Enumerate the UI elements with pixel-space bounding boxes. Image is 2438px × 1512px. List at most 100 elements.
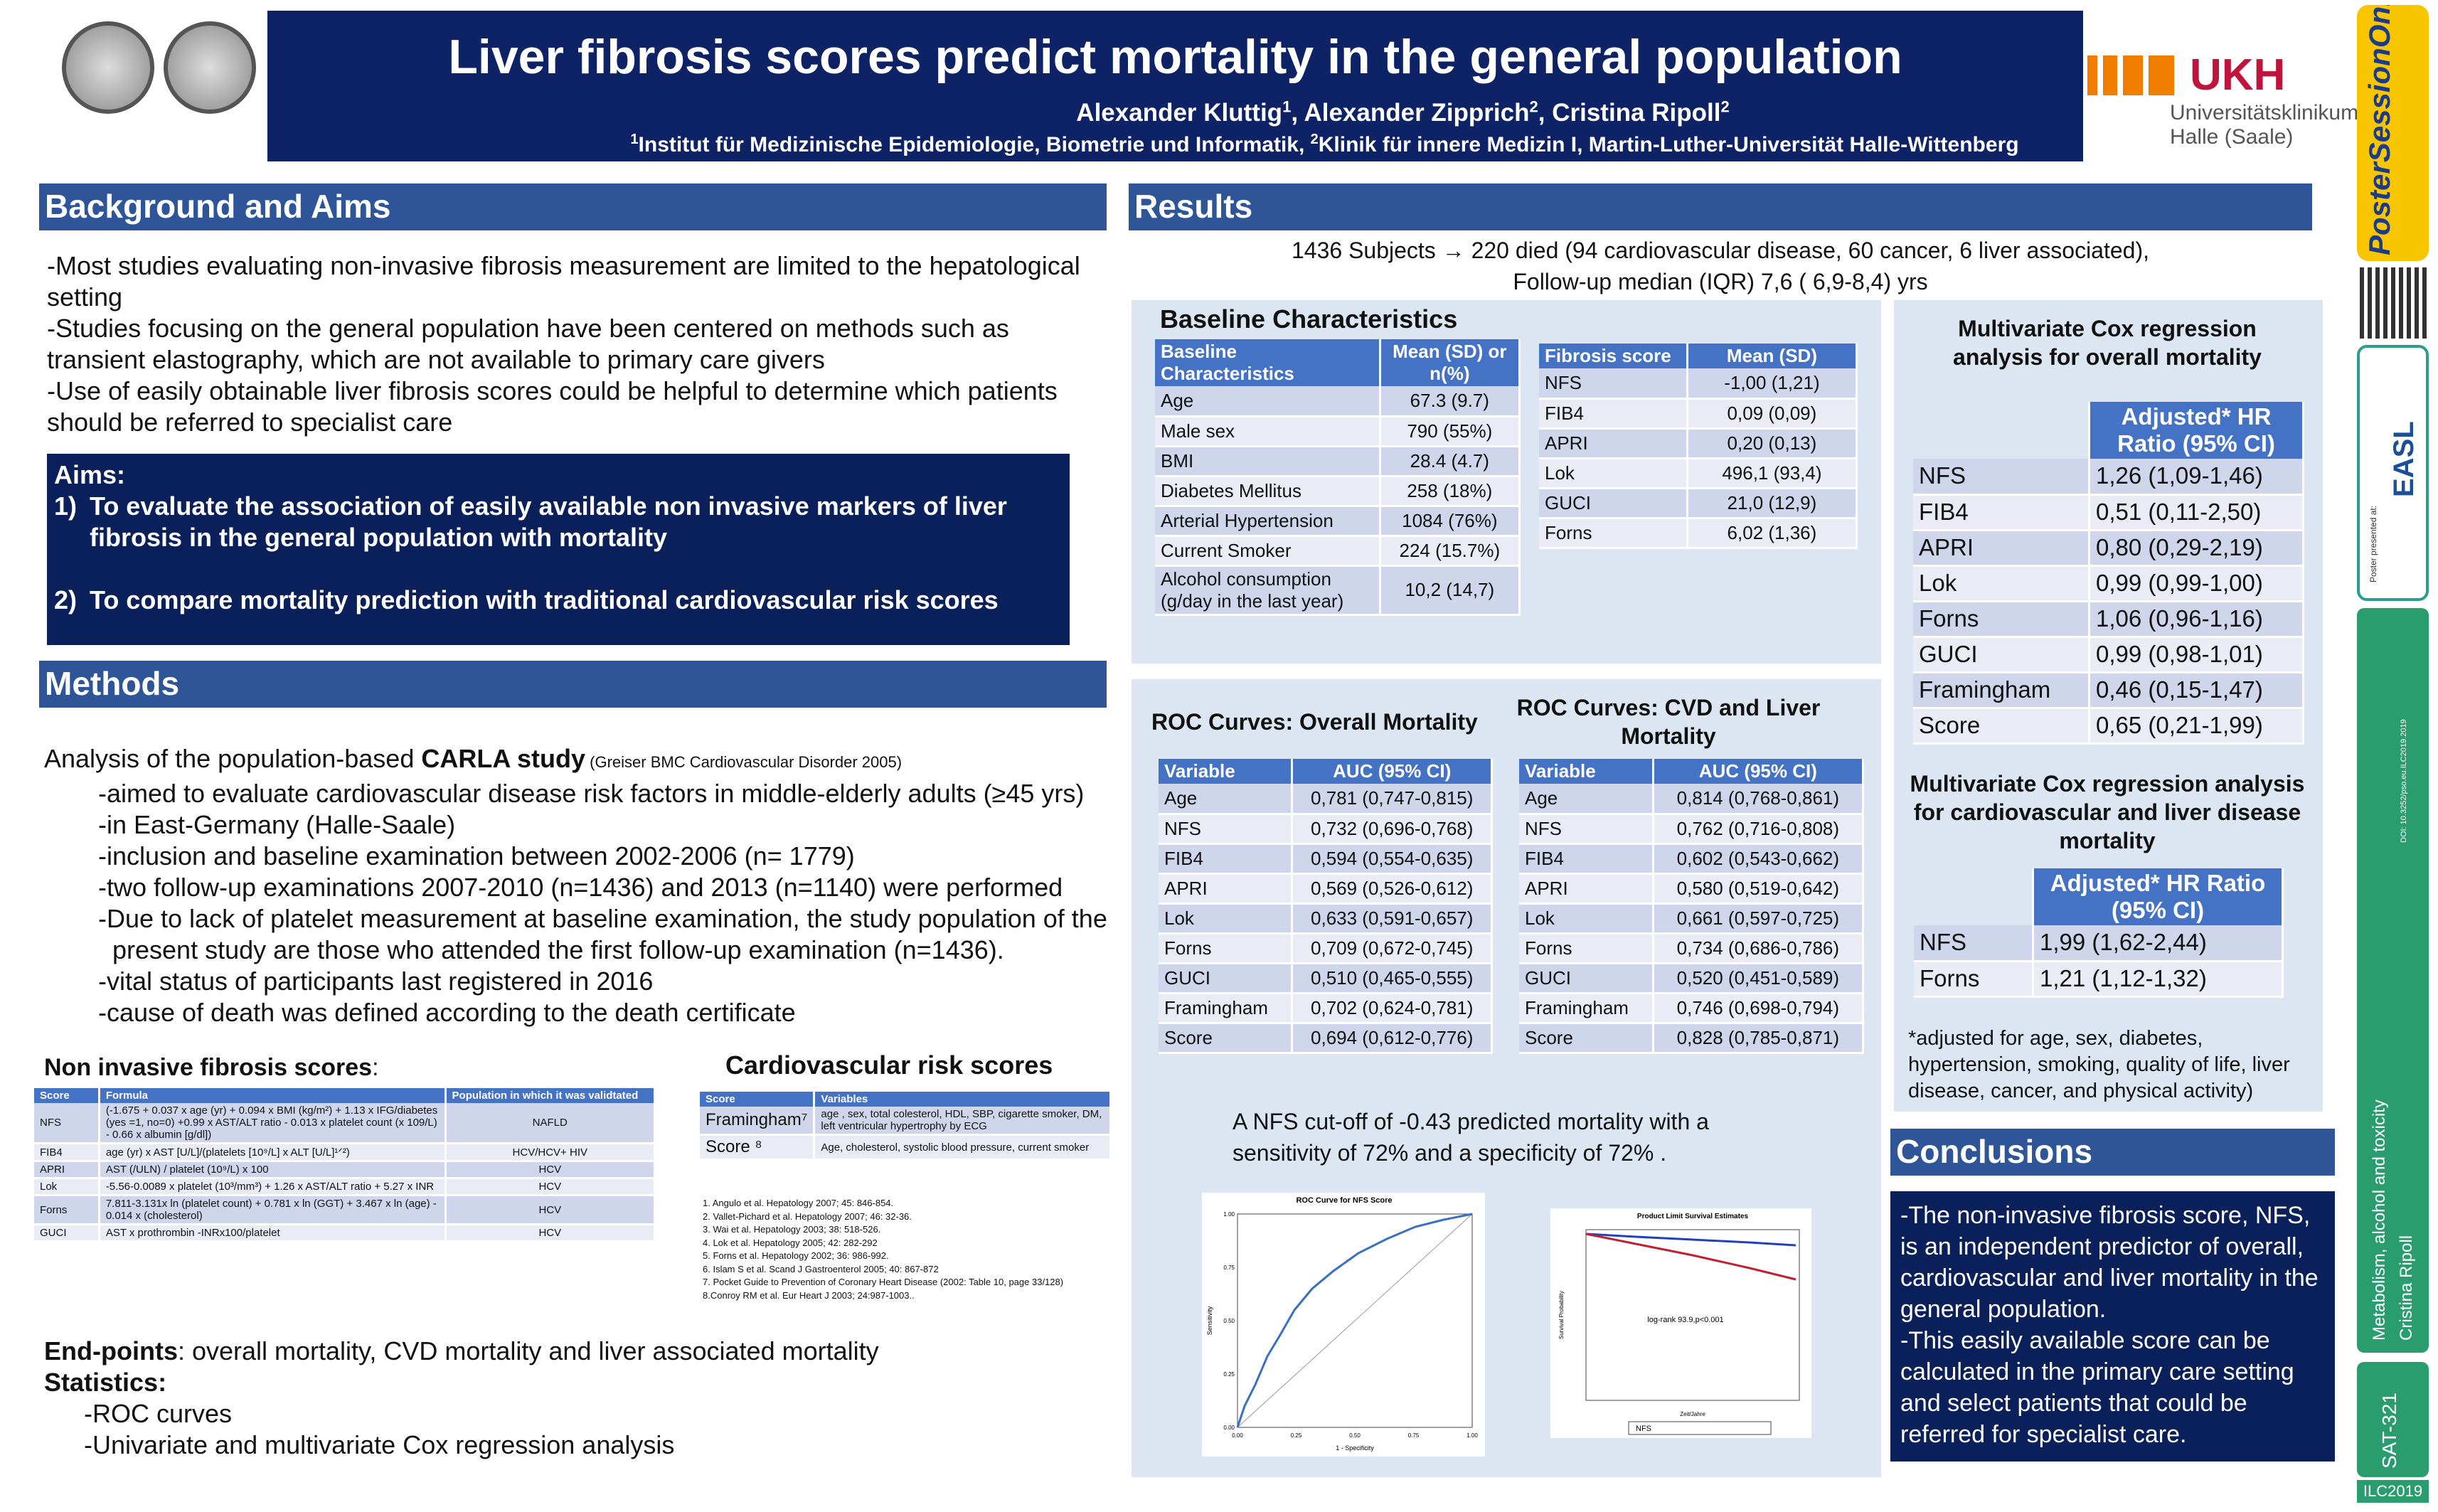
cell: Lok [1913,565,2090,602]
cell: 0,65 (0,21-1,99) [2089,708,2304,745]
intro: Analysis of the population-based [44,744,422,773]
cell: 0,80 (0,29-2,19) [2089,530,2304,567]
list-item: -aimed to evaluate cardiovascular diseas… [98,779,1085,808]
cell: APRI [1913,530,2090,567]
cell: FIB4 [34,1143,100,1162]
title: Non invasive fibrosis scores [44,1054,373,1081]
cell: APRI [1159,873,1294,905]
cell: Age [1155,386,1381,417]
cell: BMI [1155,446,1381,477]
header-cell: Mean (SD) [1687,344,1858,368]
x-tick-label: 0.00 [1232,1432,1243,1439]
brand: Poster [2363,162,2396,255]
cell: Score [1159,1023,1294,1054]
cell: 0,694 (0,612-0,776) [1292,1023,1493,1054]
header-cell: Mean (SD) or n(%) [1380,339,1521,386]
aim-text: To evaluate the association of easily av… [90,491,1007,552]
doi: DOI: 10.3252/pso.eu.ILC2019.2019 [2400,719,2408,843]
y-tick-label: 1.00 [1223,1211,1235,1218]
seal-right [164,21,256,114]
cell: Framingham⁷ [700,1107,816,1136]
legend: NFS [1636,1425,1651,1433]
header-cell: AUC (95% CI) [1653,759,1865,784]
y-label: Survival Probability [1558,1291,1565,1339]
list-item: -Due to lack of platelet measurement at … [98,904,1107,964]
cell: Lok [1159,903,1294,935]
cell: HCV/HCV+ HIV [445,1143,656,1162]
row: GUCI 0,510 (0,465-0,555) [1159,963,1493,994]
roc-figure: ROC Curve for NFS Score 0.000.00 0.25 0.25… [1202,1193,1485,1457]
sidebar-code: SAT-321 [2357,1362,2429,1477]
cell: HCV [445,1178,656,1196]
cell: 21,0 (12,9) [1687,488,1858,519]
panel-title: ROC Curves: Overall Mortality [1151,709,1478,735]
cell: 7.811-3.131x ln (platelet count) + 0.781… [99,1195,447,1225]
km-curve-high [1585,1233,1796,1281]
cutoff-text: A NFS cut-off of -0.43 predicted mortali… [1233,1109,1709,1166]
cell: Age [1519,784,1654,815]
cell: FIB4 [1913,494,2090,531]
easl-box: Poster presented at: EASL [2357,345,2429,601]
header-cell: Variable [1159,759,1294,784]
roc-cvd-table: Variable AUC (95% CI) Age 0,814 (0,768-0,86… [1519,759,1865,1054]
cell: Age, cholesterol, systolic blood pressur… [814,1134,1112,1161]
section-heading: Conclusions [1890,1129,2335,1176]
cell: 1,06 (0,96-1,16) [2089,601,2304,638]
row: Arterial Hypertension 1084 (76%) [1155,506,1521,537]
cell: APRI [1539,428,1688,459]
x-tick-label: 0.75 [1408,1432,1420,1439]
header-row: Adjusted* HR Ratio (95% CI) [1914,868,2284,925]
row: FIB4 0,09 (0,09) [1539,398,1858,430]
row: Diabetes Mellitus 258 (18%) [1155,476,1521,507]
list-item: -Use of easily obtainable liver fibrosis… [47,376,1058,437]
sidebar-info: DOI: 10.3252/pso.eu.ILC2019.2019 Metabol… [2357,608,2429,1353]
table: Score Formula Population in which it was v… [34,1088,656,1242]
diagonal [1237,1213,1473,1428]
row: Forns 1,06 (0,96-1,16) [1913,601,2304,638]
header-cell: Score [34,1088,100,1103]
cell: NFS [1159,814,1294,845]
list-item: 1436 Subjects → 220 died (94 cardiovascu… [1291,238,2149,263]
cv-title: Cardiovascular risk scores [725,1050,1053,1080]
cell: Forns [1914,961,2034,998]
list-item: 5. Forns et al. Hepatology 2002; 36: 986… [703,1250,889,1261]
header-row: Score Variables [700,1092,1112,1107]
aim-num: 1) [54,491,78,521]
row: NFS 1,99 (1,62-2,44) [1914,925,2284,962]
km-figure: Product Limit Survival Estimates log-ran… [1550,1208,1811,1438]
row: FIB4 0,51 (0,11-2,50) [1913,494,2304,531]
header-row: Variable AUC (95% CI) [1159,759,1493,784]
figure-title: ROC Curve for NFS Score [1296,1196,1392,1205]
section-heading: Background and Aims [39,183,1107,230]
row: GUCI 0,99 (0,98-1,01) [1913,637,2304,674]
cell: NFS [1913,459,2090,496]
cell: 0,99 (0,99-1,00) [2089,565,2304,602]
row: Alcohol consumption (g/day in the last y… [1155,565,1521,616]
author-sup: 2 [1529,97,1538,115]
table: Variable AUC (95% CI) Age 0,781 (0,747-0,81… [1159,759,1493,1054]
row: Forns 0,709 (0,672-0,745) [1159,933,1493,964]
citation: (Greiser BMC Cardiovascular Disorder 200… [585,753,903,771]
table: Adjusted* HR Ratio (95% CI) NFS 1,26 (1,09… [1913,402,2304,745]
cell: NFS [1914,925,2034,962]
author: Alexander Zipprich2, [1304,97,1553,127]
figure-title: Product Limit Survival Estimates [1637,1213,1749,1220]
presenter: Cristina Ripoll [2397,1235,2416,1341]
sidebar-brand: PosterSessionOnline [2357,5,2429,261]
fibrosis-title: Non invasive fibrosis scores: [44,1054,379,1082]
cox-cvd-table: Adjusted* HR Ratio (95% CI) NFS 1,99 (1,62… [1914,868,2284,998]
header-cell: Adjusted* HR Ratio (95% CI) [2089,402,2304,459]
y-label: Sensitivity [1206,1306,1213,1335]
row: Lok 0,633 (0,591-0,657) [1159,903,1493,935]
cell: Forns [1539,518,1688,549]
table: Fibrosis score Mean (SD) NFS -1,00 (1,21) FI… [1539,344,1858,549]
label: Statistics: [44,1368,167,1397]
row: Current Smoker 224 (15.7%) [1155,536,1521,567]
cell: Current Smoker [1155,536,1381,567]
cell: AST (/ULN) / platelet (10⁹/L) x 100 [99,1161,447,1179]
code: SAT-321 [2378,1393,2400,1469]
cell: APRI [1519,873,1654,905]
row: Framingham 0,746 (0,698-0,794) [1519,993,1865,1024]
cell: Lok [1539,458,1688,489]
cell: Forns [1519,933,1654,964]
